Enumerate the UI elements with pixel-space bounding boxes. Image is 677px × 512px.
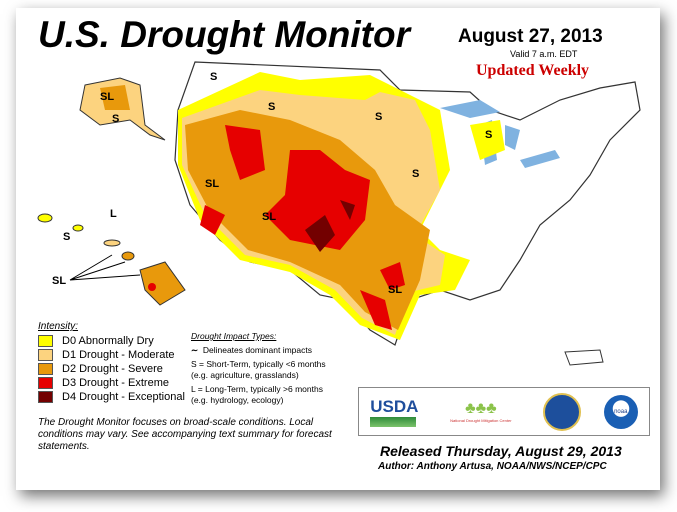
author: Author: Anthony Artusa, NOAA/NWS/NCEP/CP…: [378, 461, 607, 472]
d4-swatch: [38, 391, 53, 403]
drought-d3: [200, 125, 405, 330]
label-az-sl: SL: [262, 211, 276, 223]
d1-swatch: [38, 349, 53, 361]
label-mi-s: S: [485, 129, 492, 141]
impact-heading: Drought Impact Types:: [191, 331, 277, 341]
page-title: U.S. Drought Monitor: [38, 14, 410, 55]
d2-swatch: [38, 363, 53, 375]
updated-weekly: Updated Weekly: [476, 62, 590, 79]
label-mt-s: S: [210, 71, 217, 83]
disclaimer-note: The Drought Monitor focuses on broad-sca…: [38, 417, 332, 452]
short-term-text: S = Short-Term, typically <6 months: [191, 359, 326, 369]
label-hi-sl: SL: [52, 275, 66, 287]
noaa-logo: noaa: [603, 394, 638, 429]
label-tx-sl: SL: [388, 284, 402, 296]
label-ca-sl: SL: [205, 178, 219, 190]
legend-label: D4 Drought - Exceptional: [62, 391, 185, 403]
intensity-legend: Intensity: D0 Abnormally Dry D1 Drought …: [38, 321, 185, 404]
valid-time: Valid 7 a.m. EDT: [510, 49, 578, 59]
long-term-text: L = Long-Term, typically >6 months: [191, 384, 323, 394]
label-ak-sl: SL: [100, 91, 114, 103]
legend-heading: Intensity:: [38, 321, 79, 332]
ndmc-logo: ♣♣♣ National Drought Mitigation Center: [450, 400, 512, 423]
great-lakes: [440, 100, 560, 168]
d0-swatch: [38, 335, 53, 347]
legend-item-d1: D1 Drought - Moderate: [38, 348, 185, 362]
legend-label: D2 Drought - Severe: [62, 363, 163, 375]
legend-label: D1 Drought - Moderate: [62, 349, 175, 361]
long-term-example: (e.g. hydrology, ecology): [191, 395, 284, 405]
label-hi-l: L: [110, 208, 117, 220]
alaska-d2: [100, 85, 130, 110]
drought-d4: [305, 200, 355, 252]
short-term-example: (e.g. agriculture, grasslands): [191, 370, 299, 380]
label-mn-s: S: [375, 111, 382, 123]
legend-item-d2: D2 Drought - Severe: [38, 362, 185, 376]
legend-item-d0: D0 Abnormally Dry: [38, 334, 185, 348]
legend-item-d3: D3 Drought - Extreme: [38, 376, 185, 390]
hawaii: [37, 213, 186, 306]
partner-logos: USDA ♣♣♣ National Drought Mitigation Cen…: [358, 387, 650, 436]
legend-label: D0 Abnormally Dry: [62, 335, 154, 347]
puerto-rico: [564, 349, 604, 366]
label-ia-s: S: [412, 168, 419, 180]
commerce-seal-logo: [543, 392, 582, 431]
release-date: Released Thursday, August 29, 2013: [380, 443, 622, 459]
map-date: August 27, 2013: [458, 26, 603, 47]
legend-item-d4: D4 Drought - Exceptional: [38, 390, 185, 404]
label-ak-s: S: [112, 113, 119, 125]
impact-legend: Drought Impact Types: ∼ Delineates domin…: [191, 331, 326, 406]
delineates-text: Delineates dominant impacts: [202, 345, 312, 355]
delineates-row: ∼ Delineates dominant impacts: [191, 345, 326, 356]
label-hi-s: S: [63, 231, 70, 243]
legend-label: D3 Drought - Extreme: [62, 377, 169, 389]
label-id-s: S: [268, 101, 275, 113]
d3-swatch: [38, 377, 53, 389]
usda-logo: USDA: [370, 397, 418, 427]
squiggle-icon: ∼: [191, 345, 199, 355]
